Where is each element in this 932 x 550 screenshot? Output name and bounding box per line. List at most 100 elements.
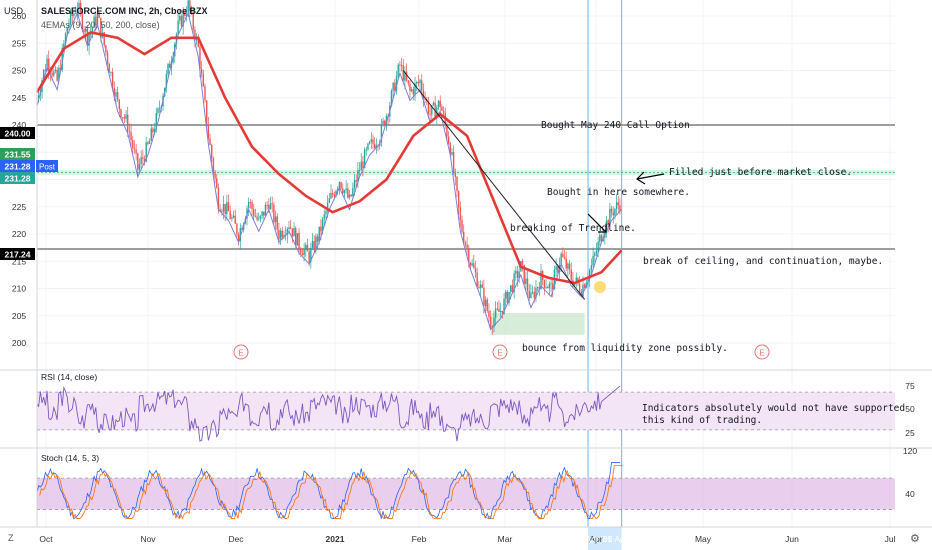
earnings-marker-label: E (759, 349, 764, 358)
candle-body (123, 117, 126, 119)
candle-body (224, 203, 226, 215)
candle-body (150, 128, 152, 141)
candle-body (68, 24, 70, 28)
candle-body (578, 283, 581, 292)
candle-body (494, 308, 497, 318)
candle-body (91, 27, 94, 32)
candle-body (63, 43, 65, 48)
price-badge-label: 231.28 (5, 162, 31, 172)
candle-body (484, 299, 487, 306)
candle-body (419, 80, 421, 84)
timezone-z-icon[interactable]: Z (8, 533, 14, 543)
candle-body (301, 252, 304, 256)
candle-body (69, 12, 72, 25)
candle-body (510, 285, 512, 292)
candle-body (337, 188, 339, 191)
candle-body (415, 81, 418, 84)
candle-body (187, 0, 189, 15)
ema-slow-line (35, 30, 623, 285)
stoch-panel-title: Stoch (14, 5, 3) (41, 453, 99, 463)
candle-body (85, 28, 87, 32)
candle-body (247, 201, 250, 209)
candle-body (404, 71, 406, 81)
candle-body (595, 250, 598, 254)
symbol-title[interactable]: SALESFORCE.COM INC, 2h, Cboe BZX (41, 6, 208, 16)
candle-body (412, 89, 415, 95)
candle-body (447, 136, 450, 144)
candle-body (439, 100, 441, 107)
y-tick-label: 200 (12, 338, 26, 348)
candle-body (323, 214, 325, 219)
candle-body (147, 142, 149, 144)
candle-body (274, 216, 277, 223)
annotation-indicators: Indicators absolutely would not have sup… (642, 403, 905, 414)
x-tick-label: Dec (228, 534, 244, 544)
candle-body (607, 220, 609, 226)
candle-body (360, 161, 362, 171)
x-tick-label: Jun (785, 534, 799, 544)
indicator-title[interactable]: 4EMAs (9, 20, 50, 200, close) (41, 20, 160, 30)
annotation-filled: Filled just before market close. (669, 167, 852, 178)
candle-body (310, 247, 312, 262)
candle-body (464, 242, 467, 245)
candle-body (121, 117, 124, 119)
candle-body (373, 143, 376, 148)
candle-body (563, 256, 566, 259)
candle-body (152, 128, 154, 133)
annotation-indicators2: this kind of trading. (642, 415, 762, 426)
candle-body (461, 220, 463, 232)
candle-body (523, 265, 525, 285)
candle-body (300, 249, 302, 253)
x-tick-label: Oct (39, 534, 53, 544)
horizontal-levels (37, 124, 895, 251)
time-highlight-label-2: 19:30 (644, 534, 666, 544)
candle-body (315, 236, 317, 251)
candle-body (432, 102, 435, 106)
candle-body (473, 263, 475, 268)
candle-body (259, 215, 262, 219)
candle-body (609, 208, 611, 226)
candle-body (410, 89, 413, 91)
rsi-tick-label: 75 (905, 381, 915, 391)
candle-body (145, 142, 147, 162)
candle-body (93, 16, 95, 28)
earnings-marker-0 (233, 344, 249, 360)
candle-body (217, 187, 220, 210)
x-tick-label: Nov (140, 534, 156, 544)
candle-body (597, 241, 599, 251)
candle-body (538, 287, 541, 290)
candle-body (528, 290, 530, 298)
candle-body (148, 140, 151, 144)
price-badge-bg (0, 127, 35, 139)
x-tick-label: 2021 (326, 534, 345, 544)
candle-body (550, 283, 552, 285)
candle-body (199, 46, 201, 70)
candle-body (165, 73, 168, 88)
candle-body (167, 63, 169, 74)
candle-body (204, 86, 206, 101)
candle-body (400, 64, 403, 66)
candle-body (599, 235, 601, 242)
candle-body (180, 15, 183, 27)
candle-body (276, 216, 278, 230)
candle-body (436, 107, 438, 117)
candle-body (116, 92, 119, 100)
candle-body (110, 72, 112, 73)
candle-body (505, 291, 507, 299)
candle-body (140, 157, 142, 165)
settings-gear-icon[interactable]: ⚙ (910, 533, 920, 545)
rsi-band (37, 392, 895, 430)
candle-body (567, 263, 569, 269)
currency-label: USD (4, 6, 24, 16)
price-badge-4: 217.24 (0, 248, 35, 260)
candle-body (456, 176, 458, 191)
candle-body (269, 203, 272, 210)
candle-body (370, 139, 373, 142)
candle-body (434, 102, 436, 117)
candle-body (179, 15, 181, 21)
candle-body (535, 287, 537, 298)
candle-body (459, 207, 462, 221)
candle-body (48, 58, 50, 71)
price-badge-2: 231.28 Post (0, 160, 58, 172)
